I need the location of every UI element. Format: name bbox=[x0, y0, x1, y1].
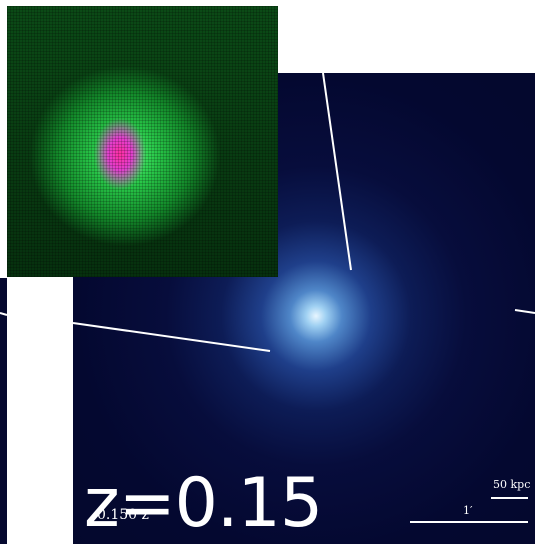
zoom-inset-image bbox=[7, 6, 278, 277]
left-panel-edge bbox=[0, 278, 7, 544]
connector-line-bottom bbox=[72, 322, 271, 352]
scale-bar-arcmin-label: 1′ bbox=[463, 504, 473, 517]
redshift-small-label: 0.150 z bbox=[97, 507, 149, 523]
connector-line-left-stub bbox=[0, 312, 8, 316]
redshift-label: z=0.15 bbox=[84, 464, 323, 543]
connector-line-top bbox=[322, 72, 352, 271]
scale-bar-kpc-label: 50 kpc bbox=[493, 478, 531, 491]
connector-line-right-stub bbox=[514, 309, 535, 314]
